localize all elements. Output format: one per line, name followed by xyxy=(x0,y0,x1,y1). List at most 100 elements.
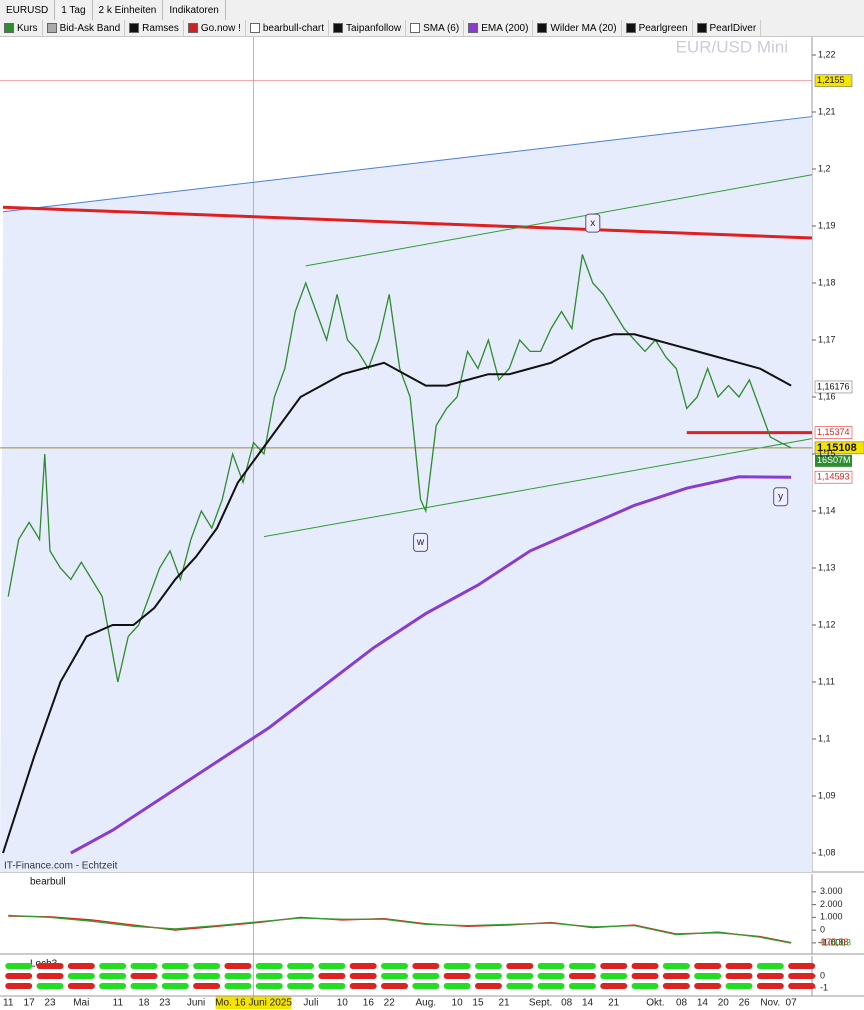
y-tick-label: 1,16 xyxy=(818,391,836,401)
signal-dot xyxy=(662,973,690,979)
legend-item[interactable]: PearlDiver xyxy=(693,20,762,36)
signal-dot xyxy=(99,963,127,969)
legend-label: Taipanfollow xyxy=(346,22,402,34)
y-tick-label: 0 xyxy=(820,925,825,935)
symbol-button[interactable]: EURUSD xyxy=(0,0,56,20)
y-tick-label: 1,19 xyxy=(818,220,836,230)
y-tick-label: 1.000 xyxy=(820,912,843,922)
y-tick-label: 1,09 xyxy=(818,790,836,800)
legend-item[interactable]: Go.now ! xyxy=(184,20,246,36)
trendline xyxy=(305,174,813,267)
y-tick-label: 1,08 xyxy=(818,847,836,857)
legend-item[interactable]: Ramses xyxy=(125,20,184,36)
signal-dot xyxy=(36,973,64,979)
x-tick-label: 18 xyxy=(138,998,150,1009)
signal-dot xyxy=(412,973,440,979)
indicators-button[interactable]: Indikatoren xyxy=(163,0,226,20)
price-label: 1,15108 xyxy=(817,442,857,454)
x-tick-label: 16 xyxy=(363,998,375,1009)
price-label: 1,2155 xyxy=(817,75,845,85)
legend-label: Bid-Ask Band xyxy=(59,22,121,34)
x-tick-label: 22 xyxy=(384,998,396,1009)
signal-dot xyxy=(5,983,33,989)
trendline xyxy=(2,116,813,213)
signal-dot xyxy=(287,983,315,989)
units-button[interactable]: 2 k Einheiten xyxy=(93,0,164,20)
legend-label: EMA (200) xyxy=(481,22,529,34)
y-tick-label: 1,1 xyxy=(818,733,831,743)
signal-dot xyxy=(631,963,659,969)
legend-item[interactable]: Bid-Ask Band xyxy=(43,20,126,36)
price-label-box xyxy=(814,380,853,394)
period-button[interactable]: 1 Tag xyxy=(55,0,93,20)
signal-dot xyxy=(725,963,753,969)
annotation-box xyxy=(773,487,789,507)
legend-item[interactable]: bearbull-chart xyxy=(246,20,330,36)
x-tick-label: 10 xyxy=(452,998,464,1009)
signal-dot xyxy=(756,983,784,989)
legend-item[interactable]: Kurs xyxy=(0,20,43,36)
signal-dot xyxy=(694,973,722,979)
y-tick-label: -1 xyxy=(820,982,828,992)
x-tick-label: 21 xyxy=(608,998,620,1009)
x-tick-label: Mai xyxy=(73,998,89,1009)
legend-item[interactable]: Taipanfollow xyxy=(329,20,407,36)
price-label-box xyxy=(814,441,864,455)
signal-dot xyxy=(381,963,409,969)
y-tick-label: 1,13 xyxy=(818,562,836,572)
countdown-box xyxy=(815,454,852,467)
annotation: y xyxy=(778,491,783,502)
signal-dot xyxy=(412,983,440,989)
series-line xyxy=(8,914,792,944)
annotation-box xyxy=(585,213,601,233)
signal-dot xyxy=(318,973,346,979)
panel-title: bearbull xyxy=(30,877,66,888)
x-tick-label: Nov. xyxy=(760,998,780,1009)
x-tick-label: Aug. xyxy=(415,998,436,1009)
signal-dot xyxy=(130,983,158,989)
signal-dot xyxy=(537,973,565,979)
signal-dot xyxy=(318,983,346,989)
legend-label: Pearlgreen xyxy=(638,22,688,34)
legend-item[interactable]: Pearlgreen xyxy=(622,20,693,36)
annotation-box xyxy=(413,532,429,552)
signal-dot xyxy=(443,983,471,989)
signal-dot xyxy=(568,963,596,969)
series-line xyxy=(2,333,792,854)
signal-dot xyxy=(5,973,33,979)
price-label-box xyxy=(814,470,853,484)
y-tick-label: 1,22 xyxy=(818,49,836,59)
x-tick-label: Mo. 16 Juni 2025 xyxy=(215,998,292,1009)
y-tick-label: 3.000 xyxy=(820,886,843,896)
x-tick-label: 14 xyxy=(582,998,594,1009)
y-tick-label: 1,21 xyxy=(818,106,836,116)
watermark: EUR/USD Mini xyxy=(676,37,788,56)
signal-dot xyxy=(161,963,189,969)
signal-dot xyxy=(506,973,534,979)
x-tick-label: 26 xyxy=(739,998,751,1009)
signal-dot xyxy=(443,973,471,979)
x-tick-label: 14 xyxy=(697,998,709,1009)
x-tick-label: 23 xyxy=(159,998,171,1009)
x-tick-label: 21 xyxy=(498,998,510,1009)
legend-item[interactable]: Wilder MA (20) xyxy=(533,20,622,36)
x-tick-highlight xyxy=(215,996,292,1009)
signal-dot xyxy=(788,963,816,969)
signal-dot xyxy=(349,973,377,979)
x-tick-label: 17 xyxy=(24,998,36,1009)
signal-dot xyxy=(224,963,252,969)
signal-dot xyxy=(662,983,690,989)
signal-dot xyxy=(381,983,409,989)
signal-dot xyxy=(67,963,95,969)
legend-label: SMA (6) xyxy=(423,22,460,34)
y-tick-label: 1,15 xyxy=(818,448,836,458)
y-tick-label: -1.000 xyxy=(820,937,846,947)
y-tick-label: 2.000 xyxy=(820,899,843,909)
signal-dot xyxy=(193,963,221,969)
value-label: -1.019,3 xyxy=(818,938,851,948)
signal-dot xyxy=(725,983,753,989)
legend-item[interactable]: SMA (6) xyxy=(406,20,465,36)
legend-item[interactable]: EMA (200) xyxy=(464,20,534,36)
